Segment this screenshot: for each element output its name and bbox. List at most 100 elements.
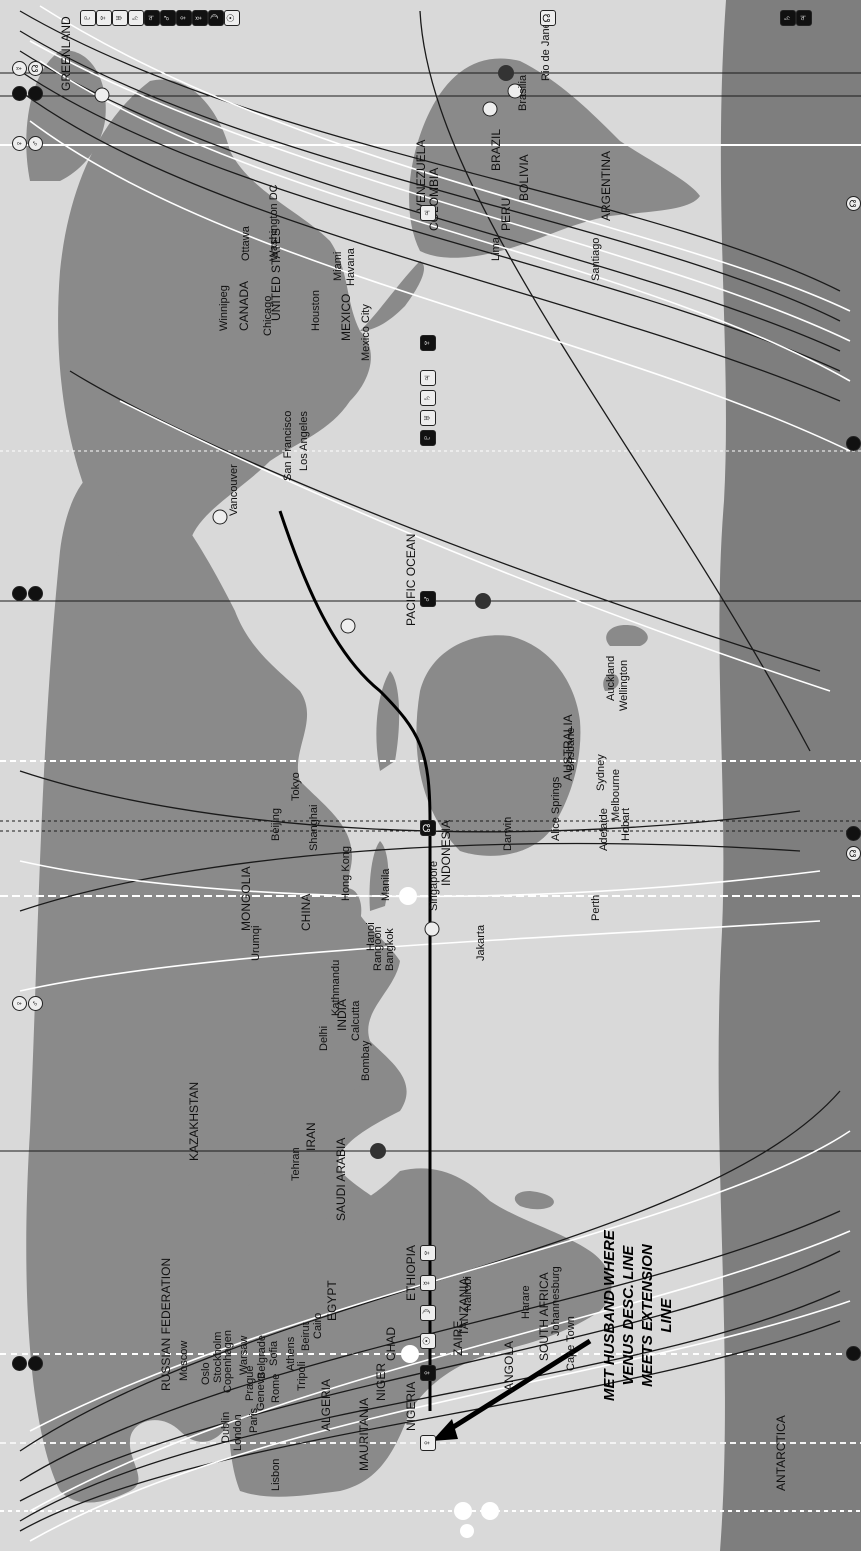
city-label-miami: Miami xyxy=(332,251,344,281)
central-america-landmass xyxy=(360,261,424,331)
city-label-calcutta: Calcutta xyxy=(350,1000,362,1041)
node-icon: ☊ xyxy=(420,820,436,836)
country-label-angola: ANGOLA xyxy=(502,1340,516,1391)
mars-icon: ♂ xyxy=(160,10,176,26)
saturn-icon: ♄ xyxy=(780,10,796,26)
white-marker-dots xyxy=(399,887,499,1538)
node-icon: ☊ xyxy=(28,61,43,76)
city-label-beirut: Beirut xyxy=(300,1322,312,1351)
country-label-mexico: MEXICO xyxy=(339,293,353,341)
node-icon: ☊ xyxy=(846,196,861,211)
city-label-darwin: Darwin xyxy=(502,816,514,851)
venus-icon: ♀ xyxy=(12,996,27,1011)
pluto-icon xyxy=(846,436,861,451)
country-label-mauritania: MAURITANIA xyxy=(357,1397,371,1471)
country-label-ethiopia: ETHIOPIA xyxy=(404,1244,418,1301)
city-label-havana: Havana xyxy=(345,248,357,286)
north-america-landmass xyxy=(58,79,371,575)
country-label-brazil: BRAZIL xyxy=(489,128,503,171)
city-label-singapore: Singapore xyxy=(428,860,440,911)
new-guinea-landmass xyxy=(376,671,400,771)
city-label-cape-town: Cape Town xyxy=(565,1316,577,1371)
city-label-chicago: Chicago xyxy=(262,295,274,336)
city-label-hong-kong: Hong Kong xyxy=(340,845,352,901)
pluto-icon: ♇ xyxy=(80,10,96,26)
city-label-vancouver: Vancouver xyxy=(228,464,240,516)
mercury-icon: ☿ xyxy=(192,10,208,26)
country-label-niger: NIGER xyxy=(374,1362,388,1401)
city-label-lima: Lima xyxy=(490,237,502,261)
south-america-landmass xyxy=(409,58,700,258)
city-label-tokyo: Tokyo xyxy=(290,772,302,801)
jupiter-icon: ♃ xyxy=(420,370,436,386)
city-label-bangkok: Bangkok xyxy=(384,928,396,971)
white-planet-lines xyxy=(19,5,851,1542)
moon-icon: ☽ xyxy=(208,10,224,26)
node-icon: ☊ xyxy=(846,846,861,861)
callout-line-4: LINE xyxy=(658,1298,675,1333)
country-label-saudi: SAUDI ARABIA xyxy=(334,1137,348,1221)
city-label-wellington: Wellington xyxy=(618,659,630,711)
city-label-hanoi: Hanoi xyxy=(365,922,377,951)
tasmania-landmass xyxy=(603,674,619,691)
jupiter-icon: ♃ xyxy=(796,10,812,26)
jupiter-icon xyxy=(28,586,43,601)
sun-icon: ☉ xyxy=(224,10,240,26)
mercury-icon: ☿ xyxy=(12,61,27,76)
java-landmass xyxy=(369,841,389,911)
callout-arrow xyxy=(432,1338,592,1441)
jupiter-icon: ♃ xyxy=(144,10,160,26)
sun-icon xyxy=(12,1356,27,1371)
mars-icon: ♂ xyxy=(28,996,43,1011)
city-label-kathmandu: Kathmandu xyxy=(330,959,342,1016)
country-label-nigeria: NIGERIA xyxy=(404,1381,418,1431)
moon-icon: ☽ xyxy=(420,1305,436,1321)
ocean-label-pacific: PACIFIC OCEAN xyxy=(404,533,418,626)
city-label-washington: Washington DC xyxy=(268,184,280,261)
city-label-winnipeg: Winnipeg xyxy=(218,285,230,331)
city-label-brisbane: Brisbane xyxy=(565,727,577,771)
mercury-icon: ☿ xyxy=(420,1275,436,1291)
neptune-icon: ♆ xyxy=(420,1245,436,1261)
city-label-tripoli: Tripoli xyxy=(296,1361,308,1391)
country-label-chad: CHAD xyxy=(384,1326,398,1361)
city-label-sofia: Sofia xyxy=(268,1340,280,1366)
australia-landmass xyxy=(416,635,581,856)
country-label-iran: IRAN xyxy=(304,1122,318,1151)
jupiter-icon: ♃ xyxy=(420,205,436,221)
intersection-marks xyxy=(94,83,523,937)
country-label-russia: RUSSIAN FEDERATION xyxy=(159,1257,173,1391)
uranus-icon: ♅ xyxy=(112,10,128,26)
philippines-landmass xyxy=(236,770,261,791)
saturn-icon xyxy=(846,1346,861,1361)
country-label-bolivia: BOLIVIA xyxy=(517,154,531,201)
neptune-icon: ♆ xyxy=(420,335,436,351)
city-label-paris: Paris xyxy=(248,1407,260,1433)
sun-icon xyxy=(12,86,27,101)
city-label-jakarta: Jakarta xyxy=(475,924,487,961)
country-label-greenland: GREENLAND xyxy=(59,16,73,91)
africa-landmass xyxy=(228,1168,612,1497)
city-label-london: London xyxy=(232,1414,244,1451)
indonesia-landmass xyxy=(318,888,362,971)
city-label-adelaide: Adelaide xyxy=(598,808,610,851)
extension-line xyxy=(278,510,432,1411)
city-label-moscow: Moscow xyxy=(178,1340,190,1381)
city-label-los-angeles: Los Angeles xyxy=(298,411,310,471)
city-label-mexico-city: Mexico City xyxy=(360,304,372,361)
city-label-copenhagen: Copenhagen xyxy=(222,1329,234,1393)
city-label-harare: Harare xyxy=(520,1285,532,1319)
venus-icon: ♀ xyxy=(12,136,27,151)
city-label-manila: Manila xyxy=(380,868,392,901)
city-label-oslo: Oslo xyxy=(200,1362,212,1385)
city-label-cairo: Cairo xyxy=(312,1312,324,1339)
country-label-south-africa: SOUTH AFRICA xyxy=(537,1272,551,1361)
sun-icon: ☉ xyxy=(420,1333,436,1349)
venus-icon: ♀ xyxy=(420,1435,436,1451)
saturn-icon xyxy=(12,586,27,601)
country-label-zaire: ZAIRE xyxy=(451,1320,465,1356)
uk-landmass xyxy=(104,1439,129,1461)
